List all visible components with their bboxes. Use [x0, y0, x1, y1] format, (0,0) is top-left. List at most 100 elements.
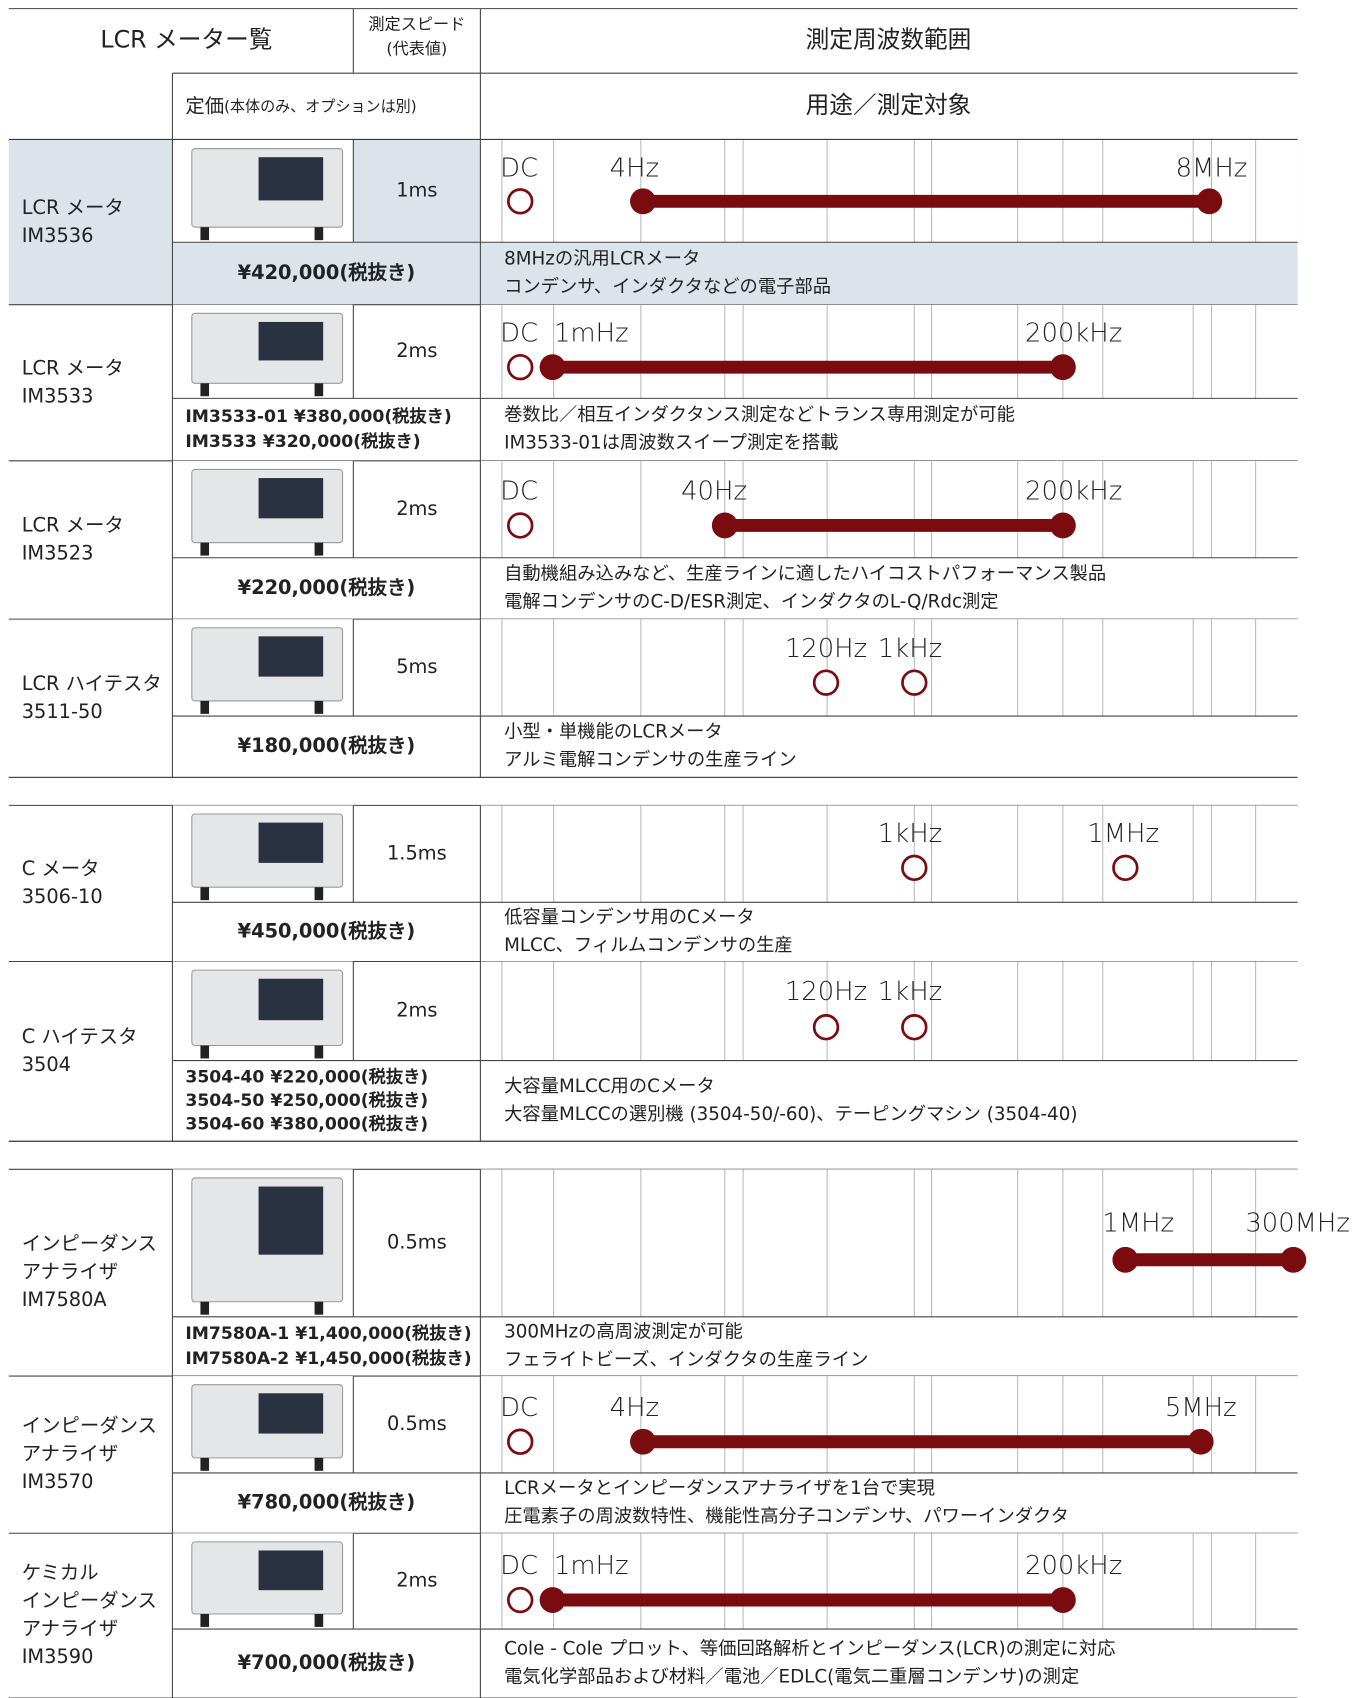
product-name: C メータ	[22, 857, 100, 880]
price: IM7580A-2 ¥1,450,000(税抜き)	[185, 1348, 471, 1369]
freq-cell	[480, 805, 1298, 903]
device-foot	[200, 1045, 210, 1059]
price: ¥450,000(税抜き)	[238, 919, 416, 942]
freq-label: 300MHz	[1245, 1209, 1350, 1239]
freq-end	[539, 354, 566, 381]
device-foot	[314, 1614, 324, 1627]
freq-end	[1049, 512, 1076, 539]
description: Cole - Cole プロット、等価回路解析とインピーダンス(LCR)の測定に…	[504, 1639, 1115, 1660]
freq-label: 8MHz	[1176, 154, 1248, 184]
freq-point	[507, 1428, 534, 1455]
device-foot	[314, 227, 324, 241]
description: 8MHzの汎用LCRメータ	[504, 248, 700, 269]
device-screen	[258, 478, 324, 519]
freq-end	[630, 188, 656, 215]
speed: 0.5ms	[387, 1231, 447, 1254]
price: IM7580A-1 ¥1,400,000(税抜き)	[185, 1323, 471, 1344]
freq-label: 4Hz	[610, 154, 659, 184]
speed-header: 測定スピード	[368, 14, 465, 33]
freq-label: DC	[500, 1393, 538, 1423]
freq-point	[812, 669, 840, 696]
device-foot	[200, 227, 210, 241]
price: 3504-40 ¥220,000(税抜き)	[185, 1066, 428, 1087]
rows: LCR メータ IM3536 1ms ¥420,000(税抜き) 8MHzの汎用LCRメ…	[8, 139, 1350, 1698]
device-screen	[258, 822, 324, 863]
device-screen	[258, 636, 324, 677]
speed-header: (代表値)	[386, 39, 447, 58]
freq-label: 1MHz	[1102, 1209, 1174, 1239]
device-foot	[314, 383, 324, 397]
freq-label: 1MHz	[1087, 819, 1159, 849]
description: 巻数比／相互インダクタンス測定などトランス専用測定が可能	[504, 405, 1015, 426]
freq-label: DC	[500, 477, 538, 507]
freq-cell	[480, 1376, 1298, 1473]
freq-end	[711, 512, 738, 539]
table-title: LCR メーター覧	[100, 25, 272, 53]
freq-cell	[480, 139, 1298, 243]
product-name: IM3536	[22, 224, 94, 247]
price: IM3533 ¥320,000(税抜き)	[185, 431, 420, 452]
device-screen	[258, 1186, 324, 1255]
product-name: 3504	[22, 1053, 71, 1076]
description: 小型・単機能のLCRメータ	[504, 722, 723, 743]
freq-cell	[480, 1533, 1298, 1630]
freq-label: 120Hz	[785, 977, 867, 1007]
description: 低容量コンデンサ用のCメータ	[504, 907, 755, 928]
freq-end	[1049, 354, 1076, 381]
freq-label: DC	[500, 1551, 538, 1581]
device-screen	[258, 1550, 324, 1591]
description: 300MHzの高周波測定が可能	[504, 1321, 743, 1342]
freq-label: 4Hz	[610, 1393, 659, 1423]
speed: 2ms	[396, 497, 437, 520]
freq-label: 40Hz	[681, 477, 747, 507]
description: MLCC、フィルムコンデンサの生産	[504, 935, 793, 956]
freq-end	[630, 1428, 656, 1455]
device-foot	[314, 542, 324, 556]
product-name: ケミカル	[22, 1561, 99, 1584]
speed: 2ms	[396, 339, 437, 362]
price-note: (本体のみ、オプションは別)	[224, 97, 417, 115]
product-name: LCR メータ	[22, 196, 124, 219]
price: ¥180,000(税抜き)	[238, 734, 416, 757]
product-name: インピーダンス	[22, 1232, 157, 1255]
device-foot	[314, 700, 324, 714]
description: 自動機組み込みなど、生産ラインに適したハイコストパフォーマンス製品	[504, 563, 1106, 584]
device-foot	[314, 1301, 324, 1315]
speed: 0.5ms	[387, 1412, 447, 1435]
freq-label: 120Hz	[785, 634, 867, 664]
product-name: 3511-50	[22, 700, 103, 723]
freq-label: 1kHz	[878, 819, 942, 849]
freq-label: 200kHz	[1025, 1551, 1122, 1581]
device-foot	[200, 1457, 210, 1471]
freq-end	[1049, 1587, 1076, 1613]
price-header: 定価	[185, 94, 224, 117]
freq-label: 1mHz	[554, 1551, 629, 1581]
product-name: C ハイテスタ	[22, 1025, 138, 1048]
description: 圧電素子の周波数特性、機能性高分子コンデンサ、パワーインダクタ	[504, 1506, 1069, 1527]
freq-label: DC	[500, 154, 538, 184]
freq-point	[901, 1014, 928, 1041]
freq-point	[812, 1014, 840, 1041]
freq-point	[507, 512, 534, 539]
device-screen	[258, 321, 324, 361]
freq-point	[901, 669, 928, 696]
device-screen	[258, 157, 324, 201]
device-screen	[258, 1393, 324, 1434]
freq-cell	[480, 1169, 1298, 1317]
device-foot	[200, 1301, 210, 1315]
freq-end	[1187, 1428, 1214, 1455]
description: 電気化学部品および材料／電池／EDLC(電気二重層コンデンサ)の測定	[504, 1667, 1079, 1688]
freq-point	[507, 353, 534, 381]
price-header: 定価(本体のみ、オプションは別)	[185, 94, 416, 117]
product-name: IM3523	[22, 541, 94, 564]
freq-point	[507, 188, 534, 215]
device-foot	[200, 1614, 210, 1627]
freq-label: 1kHz	[878, 634, 942, 664]
description: アルミ電解コンデンサの生産ライン	[504, 750, 797, 771]
product-name: LCR ハイテスタ	[22, 672, 162, 695]
price: 3504-60 ¥380,000(税抜き)	[185, 1114, 428, 1135]
freq-end	[1112, 1246, 1139, 1273]
freq-point	[901, 854, 928, 882]
device-foot	[314, 887, 324, 901]
